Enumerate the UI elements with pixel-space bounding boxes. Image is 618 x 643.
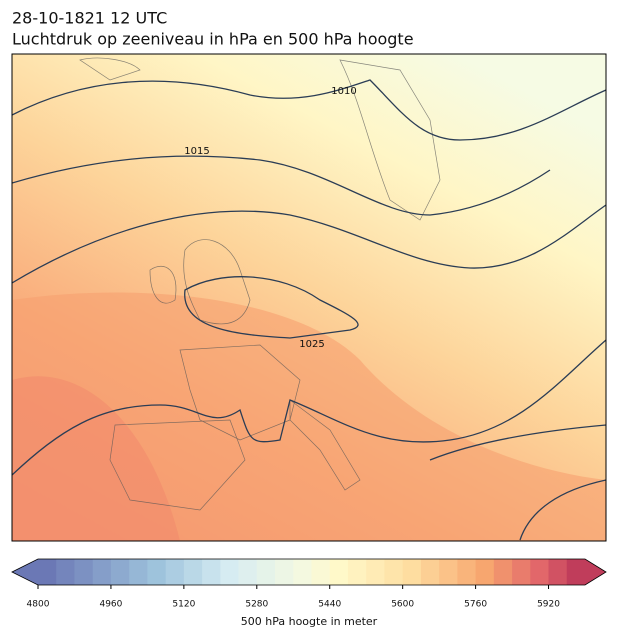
colorbar-tick-label: 4800 bbox=[27, 600, 50, 610]
colorbar-swatch bbox=[530, 559, 550, 585]
colorbar-swatch bbox=[420, 559, 440, 585]
colorbar-tick-label: 5280 bbox=[245, 600, 268, 610]
colorbar-label: 500 hPa hoogte in meter bbox=[241, 615, 378, 628]
height-band bbox=[12, 376, 180, 541]
colorbar-tick-label: 5920 bbox=[537, 600, 560, 610]
colorbar-swatch bbox=[238, 559, 258, 585]
isobar-label: 1015 bbox=[184, 146, 209, 157]
colorbar-swatch bbox=[548, 559, 568, 585]
colorbar-swatch bbox=[512, 559, 531, 585]
title-line-1: 28-10-1821 12 UTC bbox=[12, 9, 167, 28]
title-line-2: Luchtdruk op zeeniveau in hPa en 500 hPa… bbox=[12, 30, 414, 49]
colorbar-tick-label: 5600 bbox=[391, 600, 414, 610]
isobars bbox=[12, 79, 606, 541]
colorbar-swatch bbox=[38, 559, 57, 585]
colorbar-tick-label: 4960 bbox=[99, 600, 122, 610]
colorbar-swatch bbox=[129, 559, 148, 585]
colorbar-swatch bbox=[329, 559, 349, 585]
colorbar-tick-label: 5760 bbox=[464, 600, 487, 610]
map: 1010 1015 1025 bbox=[12, 54, 606, 541]
isobar-label: 1025 bbox=[299, 339, 324, 350]
colorbar-swatch bbox=[475, 559, 495, 585]
colorbar-swatch bbox=[92, 559, 112, 585]
colorbar: 4800 4960 5120 5280 5440 5600 5760 5920 bbox=[11, 558, 607, 610]
colorbar-swatch bbox=[493, 559, 513, 585]
colorbar-swatch bbox=[566, 559, 586, 585]
colorbar-swatch bbox=[275, 559, 294, 585]
colorbar-swatch bbox=[183, 559, 203, 585]
colorbar-swatch bbox=[110, 559, 130, 585]
colorbar-swatch bbox=[56, 559, 75, 585]
colorbar-swatch bbox=[74, 559, 94, 585]
colorbar-swatch bbox=[293, 559, 312, 585]
colorbar-swatch bbox=[366, 559, 385, 585]
colorbar-swatch bbox=[202, 559, 221, 585]
colorbar-swatch bbox=[384, 559, 404, 585]
colorbar-swatch bbox=[311, 559, 331, 585]
height-band bbox=[12, 292, 606, 541]
colorbar-tick-label: 5120 bbox=[172, 600, 195, 610]
isobar-label: 1010 bbox=[331, 86, 356, 97]
colorbar-swatch bbox=[256, 559, 276, 585]
map-frame bbox=[11, 53, 607, 542]
colorbar-swatch bbox=[439, 559, 458, 585]
colorbar-swatch bbox=[220, 559, 240, 585]
coastlines bbox=[79, 57, 441, 511]
colorbar-extend-high bbox=[585, 559, 606, 585]
colorbar-extend-low bbox=[12, 559, 38, 585]
colorbar-swatch bbox=[402, 559, 422, 585]
colorbar-tick-label: 5440 bbox=[318, 600, 341, 610]
colorbar-swatch bbox=[147, 559, 167, 585]
colorbar-swatch bbox=[347, 559, 367, 585]
colorbar-swatch bbox=[165, 559, 185, 585]
colorbar-swatch bbox=[457, 559, 477, 585]
